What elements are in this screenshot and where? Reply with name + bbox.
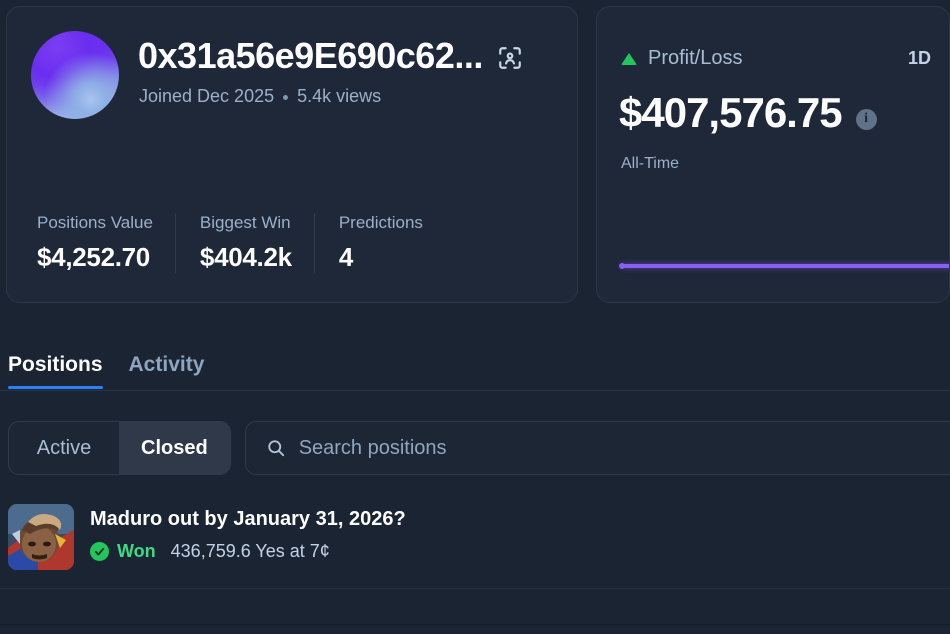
profile-card: 0x31a56e9E690c62... Joined Dec 20: [6, 6, 578, 303]
profile-name-row: 0x31a56e9E690c62...: [138, 35, 559, 77]
status-segmented-control: Active Closed: [8, 421, 231, 475]
stat-biggest-win: Biggest Win $404.2k: [174, 213, 314, 273]
summary-cards-row: 0x31a56e9E690c62... Joined Dec 20: [6, 6, 950, 303]
positions-list: Maduro out by January 31, 2026? Won 436,…: [0, 495, 950, 634]
check-circle-icon: [90, 542, 109, 561]
avatar: [31, 31, 119, 119]
search-positions-box[interactable]: [244, 421, 950, 475]
profit-loss-value-row: $407,576.75 i: [619, 89, 877, 137]
status-badge: Won: [117, 541, 156, 561]
profile-meta: Joined Dec 2025 5.4k views: [139, 86, 381, 107]
profit-loss-sparkline[interactable]: [619, 252, 949, 282]
profile-header: 0x31a56e9E690c62... Joined Dec 20: [31, 29, 559, 125]
profit-loss-card: Profit/Loss 1D $407,576.75 i All-Time: [596, 6, 950, 303]
profit-loss-header: Profit/Loss 1D: [621, 47, 931, 70]
stat-label: Predictions: [338, 213, 423, 232]
stat-value: 4: [338, 242, 353, 272]
profit-loss-label: Profit/Loss: [648, 47, 743, 69]
triangle-up-icon: [621, 52, 637, 65]
position-body: Maduro out by January 31, 2026? Won 436,…: [90, 504, 406, 562]
filter-bar: Active Closed: [8, 420, 950, 476]
profile-stats: Positions Value $4,252.70 Biggest Win $4…: [37, 213, 445, 273]
joined-date: Joined Dec 2025: [139, 86, 275, 106]
position-row[interactable]: Maduro out by January 31, 2026? Won 436,…: [0, 495, 950, 589]
sparkline-path: [621, 264, 949, 268]
segment-active[interactable]: Active: [36, 436, 92, 459]
range-selector-1d[interactable]: 1D: [907, 48, 931, 68]
stat-value: $404.2k: [199, 242, 292, 272]
search-icon: [266, 438, 286, 458]
row-divider: [0, 588, 950, 589]
scan-person-icon[interactable]: [497, 45, 523, 71]
position-detail: 436,759.6 Yes at 7¢: [170, 541, 330, 561]
tabs-divider: [0, 390, 950, 391]
position-status-row: Won 436,759.6 Yes at 7¢: [90, 541, 406, 562]
stat-positions-value: Positions Value $4,252.70: [37, 213, 175, 273]
profit-loss-title-wrap: Profit/Loss: [621, 47, 742, 70]
main-tabs: Positions Activity: [8, 341, 204, 389]
view-count: 5.4k views: [297, 86, 382, 106]
tab-activity[interactable]: Activity: [128, 353, 205, 376]
market-thumbnail: [8, 504, 74, 570]
segment-closed[interactable]: Closed: [119, 422, 230, 474]
stat-value: $4,252.70: [37, 242, 150, 272]
stat-label: Positions Value: [37, 213, 153, 232]
profit-loss-period-label: All-Time: [621, 155, 680, 172]
separator-dot: [283, 95, 289, 100]
info-icon[interactable]: i: [855, 108, 877, 130]
tab-positions[interactable]: Positions: [8, 353, 103, 389]
search-input[interactable]: [298, 436, 943, 460]
page-title: 0x31a56e9E690c62...: [138, 35, 483, 76]
bottom-divider: [0, 624, 950, 625]
stat-label: Biggest Win: [199, 213, 291, 232]
market-title[interactable]: Maduro out by January 31, 2026?: [90, 508, 406, 530]
profit-loss-value: $407,576.75: [619, 89, 843, 136]
stat-predictions: Predictions 4: [313, 213, 445, 273]
